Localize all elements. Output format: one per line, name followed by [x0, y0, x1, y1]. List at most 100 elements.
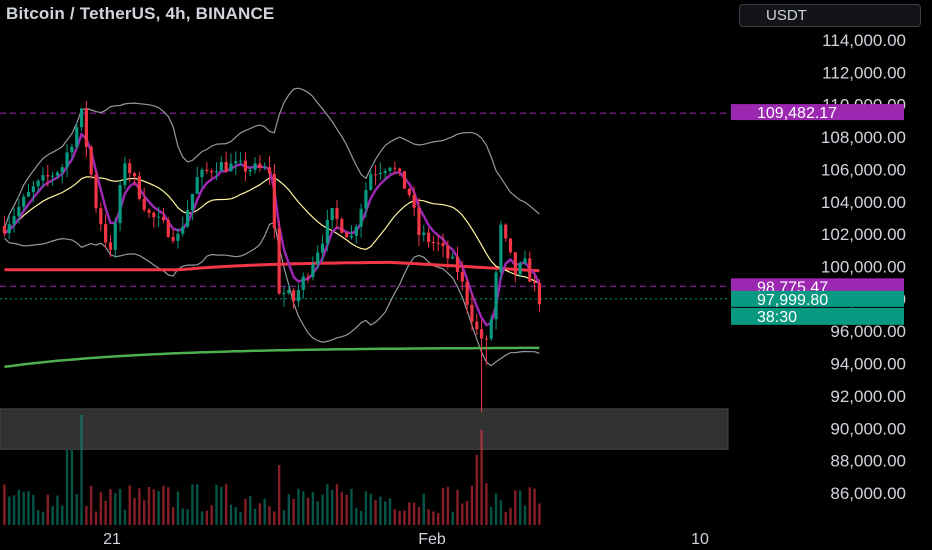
volume-bar-74 — [359, 511, 363, 525]
price-label-bg — [731, 307, 904, 325]
y-tick-label: 86,000.00 — [830, 484, 906, 503]
candle-body-5 — [26, 192, 31, 197]
volume-bar-4 — [22, 491, 25, 525]
volume-bar-109 — [528, 487, 531, 525]
volume-bar-48 — [234, 507, 237, 525]
currency-button[interactable]: USDT — [739, 4, 921, 27]
candle-body-89 — [431, 242, 435, 244]
volume-bar-2 — [12, 495, 16, 525]
ma-green-line — [4, 346, 540, 369]
volume-bar-96 — [465, 500, 469, 525]
volume-bar-51 — [249, 496, 252, 525]
candle-body-83 — [402, 171, 407, 189]
candle-body-93 — [451, 256, 455, 259]
y-tick-label: 94,000.00 — [830, 355, 906, 374]
candle-body-97 — [470, 304, 474, 322]
candle-body-69 — [335, 208, 339, 219]
volume-bar-55 — [268, 506, 271, 525]
candle-body-15 — [75, 127, 79, 147]
candle-body-49 — [238, 160, 243, 162]
volume-bar-79 — [383, 501, 387, 525]
candle-body-28 — [137, 176, 141, 199]
volume-bar-12 — [61, 505, 64, 525]
volume-bar-5 — [27, 490, 30, 525]
support-zone — [0, 408, 729, 450]
candle-body-43 — [210, 170, 214, 173]
candle-body-13 — [65, 152, 69, 168]
candle-body-51 — [248, 169, 252, 172]
band-lower — [3, 221, 540, 367]
volume-bar-82 — [398, 511, 401, 525]
candle-body-4 — [22, 196, 26, 207]
ma-purple-line — [3, 132, 541, 327]
volume-bar-19 — [94, 511, 98, 525]
candle-body-100 — [484, 338, 489, 340]
time-axis[interactable]: 21 Feb 10 — [103, 531, 709, 548]
volume-bar-45 — [220, 486, 223, 525]
volume-bar-22 — [109, 489, 112, 525]
volume-bar-71 — [345, 494, 348, 525]
candle-body-40 — [195, 177, 199, 194]
y-tick-label: 92,000.00 — [830, 387, 906, 406]
volume-bar-88 — [427, 509, 430, 525]
price-label-text: 109,482.17 — [757, 105, 837, 122]
candle-body-47 — [229, 163, 233, 172]
candle-body-84 — [407, 188, 411, 195]
candle-body-72 — [349, 235, 354, 238]
volume-bar-52 — [253, 508, 257, 525]
x-tick-label: 21 — [103, 531, 121, 548]
price-label: 38:30 — [731, 307, 904, 326]
volume-bar-3 — [17, 489, 21, 525]
volume-bar-49 — [239, 512, 242, 525]
candle-body-11 — [55, 172, 60, 176]
candle-body-60 — [292, 290, 296, 302]
volume-bar-30 — [147, 487, 151, 525]
volume-bar-36 — [176, 491, 180, 525]
candle-body-73 — [354, 226, 358, 236]
y-tick-label: 112,000.00 — [822, 63, 906, 82]
candle-body-23 — [113, 223, 117, 250]
candle-body-91 — [441, 243, 445, 246]
volume-bar-91 — [441, 487, 445, 525]
volume-bar-39 — [191, 484, 194, 525]
volume-bar-85 — [412, 502, 416, 525]
volume-bar-26 — [128, 485, 131, 525]
candle-body-41 — [200, 169, 204, 178]
volume-bar-35 — [171, 507, 175, 525]
candle-body-6 — [31, 186, 35, 193]
candle-body-22 — [108, 242, 113, 250]
volume-bar-9 — [46, 494, 49, 525]
candle-body-63 — [306, 276, 310, 278]
candle-body-12 — [60, 167, 64, 173]
candle-body-85 — [412, 194, 416, 208]
candle-body-50 — [243, 160, 248, 172]
price-axis[interactable]: 114,000.00112,000.00110,000.00108,000.00… — [821, 31, 906, 503]
volume-bar-68 — [330, 489, 334, 525]
candle-body-19 — [94, 174, 98, 209]
volume-bar-31 — [152, 489, 156, 525]
y-tick-label: 106,000.00 — [821, 160, 906, 179]
candle-body-98 — [475, 321, 479, 330]
y-tick-label: 88,000.00 — [830, 452, 906, 471]
candle-body-26 — [128, 163, 132, 174]
volume-bar-1 — [8, 496, 11, 525]
volume-bar-84 — [408, 502, 411, 525]
candle-body-37 — [181, 226, 185, 234]
volume-bar-69 — [335, 484, 339, 525]
volume-bar-15 — [75, 494, 78, 525]
candle-body-109 — [528, 258, 532, 282]
candle-body-102 — [494, 272, 498, 320]
y-tick-label: 108,000.00 — [821, 128, 906, 147]
price-label-bg — [731, 104, 904, 121]
candle-body-3 — [17, 206, 21, 217]
candle-body-57 — [277, 228, 281, 294]
volume-bar-110 — [533, 488, 536, 525]
volume-bar-40 — [196, 484, 199, 525]
candle-body-59 — [287, 290, 291, 293]
candle-body-103 — [499, 224, 503, 273]
volume-bar-80 — [388, 498, 392, 525]
candle-body-36 — [176, 233, 180, 241]
y-tick-label: 100,000.00 — [821, 258, 906, 277]
